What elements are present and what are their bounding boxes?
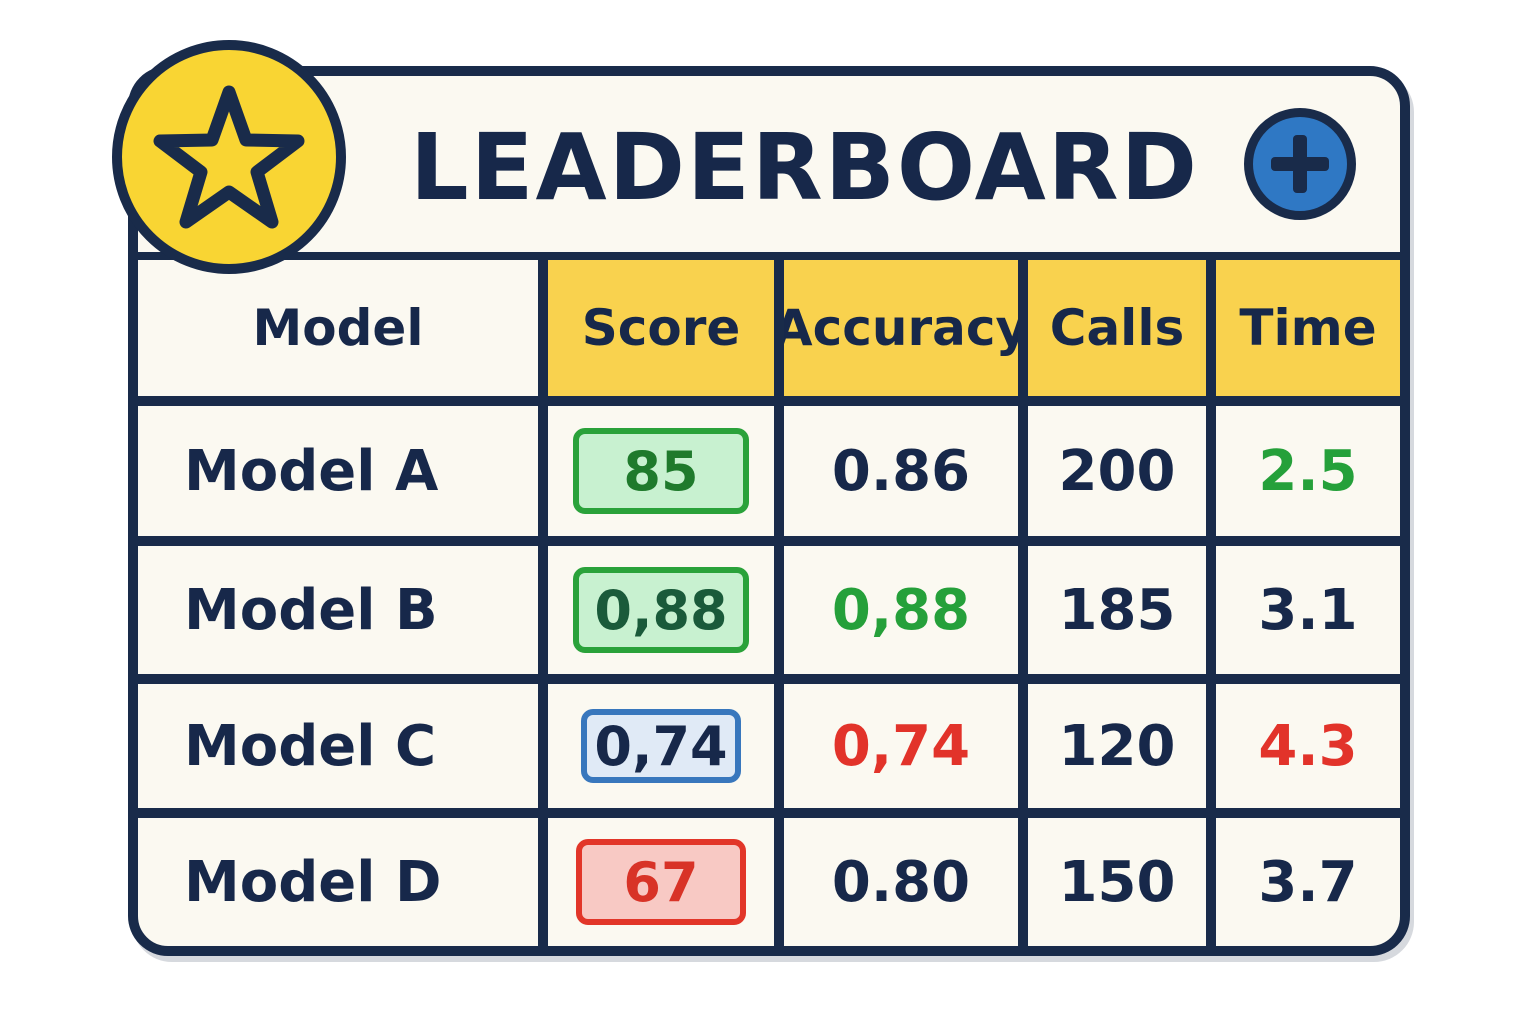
model-name: Model D xyxy=(184,849,442,915)
score-badge: 85 xyxy=(573,428,749,514)
calls-value: 200 xyxy=(1058,438,1176,504)
time-value: 4.3 xyxy=(1258,713,1358,779)
star-icon xyxy=(153,85,305,229)
leaderboard-table: Model Score Accuracy Calls Time Model A … xyxy=(138,260,1400,946)
score-cell: 67 xyxy=(548,818,774,946)
column-header-model[interactable]: Model xyxy=(138,260,538,396)
time-value: 3.1 xyxy=(1258,577,1358,643)
star-badge xyxy=(112,40,346,274)
column-header-time[interactable]: Time xyxy=(1216,260,1400,396)
column-divider xyxy=(1018,260,1028,946)
calls-value: 150 xyxy=(1058,849,1176,915)
column-header-calls[interactable]: Calls xyxy=(1028,260,1206,396)
leaderboard-title: LEADERBOARD xyxy=(410,114,1199,221)
model-name: Model A xyxy=(184,438,439,504)
column-divider xyxy=(538,260,548,946)
column-header-accuracy[interactable]: Accuracy xyxy=(774,260,1028,396)
score-badge: 0,74 xyxy=(581,709,741,783)
row-divider xyxy=(138,396,1400,406)
score-badge: 0,88 xyxy=(573,567,749,653)
score-cell: 85 xyxy=(548,406,774,536)
add-button[interactable] xyxy=(1244,108,1356,220)
leaderboard-header: LEADERBOARD xyxy=(138,76,1400,260)
calls-value: 120 xyxy=(1058,713,1176,779)
row-divider xyxy=(138,536,1400,546)
accuracy-value: 0.80 xyxy=(831,849,971,915)
leaderboard-card: LEADERBOARD Model Score Accuracy Calls T… xyxy=(128,66,1410,956)
score-badge: 67 xyxy=(576,839,746,925)
row-divider xyxy=(138,674,1400,684)
score-cell: 0,88 xyxy=(548,546,774,674)
accuracy-value: 0.86 xyxy=(831,438,971,504)
row-divider xyxy=(138,808,1400,818)
column-divider xyxy=(1206,260,1216,946)
column-divider xyxy=(774,260,784,946)
score-cell: 0,74 xyxy=(548,684,774,808)
model-name: Model B xyxy=(184,577,438,643)
column-header-score[interactable]: Score xyxy=(548,260,774,396)
time-value: 3.7 xyxy=(1258,849,1358,915)
accuracy-value: 0,74 xyxy=(831,713,971,779)
model-name: Model C xyxy=(184,713,437,779)
plus-icon xyxy=(1271,135,1329,193)
time-value: 2.5 xyxy=(1258,438,1358,504)
accuracy-value: 0,88 xyxy=(831,577,971,643)
calls-value: 185 xyxy=(1058,577,1176,643)
